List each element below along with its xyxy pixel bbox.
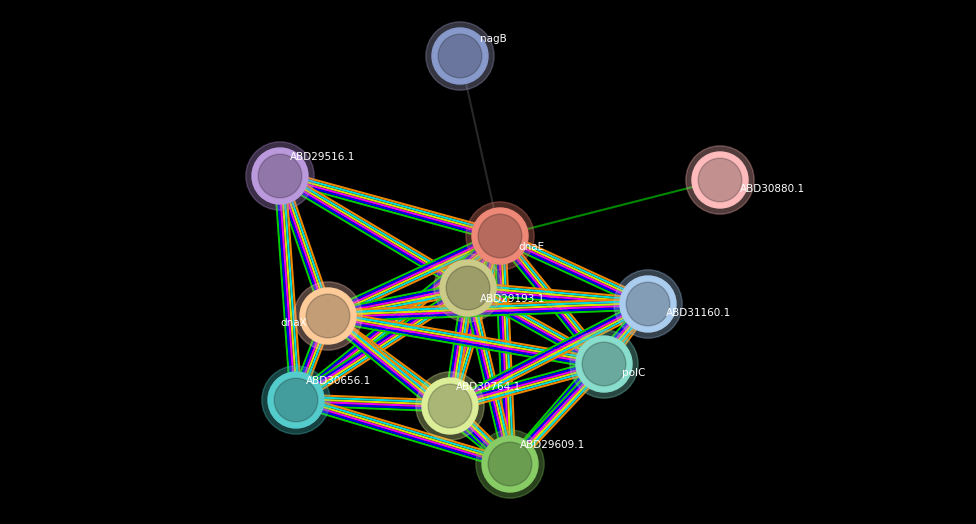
Circle shape bbox=[259, 154, 302, 198]
Circle shape bbox=[692, 152, 748, 208]
Circle shape bbox=[466, 202, 534, 270]
Text: ABD30764.1: ABD30764.1 bbox=[456, 382, 521, 392]
Text: ABD30656.1: ABD30656.1 bbox=[306, 376, 371, 386]
Circle shape bbox=[300, 288, 356, 344]
Circle shape bbox=[482, 436, 538, 492]
Circle shape bbox=[698, 158, 742, 202]
Circle shape bbox=[472, 208, 528, 264]
Text: nagB: nagB bbox=[480, 34, 507, 44]
Circle shape bbox=[620, 276, 676, 332]
Circle shape bbox=[262, 366, 330, 434]
Circle shape bbox=[246, 142, 314, 210]
Circle shape bbox=[582, 342, 626, 386]
Circle shape bbox=[440, 260, 496, 316]
Text: ABD29193.1: ABD29193.1 bbox=[480, 294, 546, 304]
Text: ABD29516.1: ABD29516.1 bbox=[290, 152, 355, 162]
Text: ABD29609.1: ABD29609.1 bbox=[520, 440, 586, 450]
Text: dnaX: dnaX bbox=[280, 318, 306, 328]
Circle shape bbox=[627, 282, 670, 326]
Text: ABD31160.1: ABD31160.1 bbox=[666, 308, 731, 318]
Text: dnaE: dnaE bbox=[518, 242, 545, 252]
Circle shape bbox=[416, 372, 484, 440]
Circle shape bbox=[476, 430, 545, 498]
Circle shape bbox=[614, 270, 682, 338]
Circle shape bbox=[428, 384, 471, 428]
Circle shape bbox=[294, 282, 362, 350]
Circle shape bbox=[274, 378, 318, 422]
Circle shape bbox=[306, 294, 349, 338]
Circle shape bbox=[576, 336, 632, 392]
Circle shape bbox=[478, 214, 522, 258]
Circle shape bbox=[432, 28, 488, 84]
Text: polC: polC bbox=[622, 368, 645, 378]
Circle shape bbox=[446, 266, 490, 310]
Circle shape bbox=[570, 330, 638, 398]
Text: ABD30880.1: ABD30880.1 bbox=[740, 184, 805, 194]
Circle shape bbox=[422, 378, 478, 434]
Circle shape bbox=[252, 148, 308, 204]
Circle shape bbox=[268, 372, 324, 428]
Circle shape bbox=[434, 254, 503, 322]
Circle shape bbox=[438, 34, 482, 78]
Circle shape bbox=[686, 146, 754, 214]
Circle shape bbox=[426, 22, 494, 90]
Circle shape bbox=[488, 442, 532, 486]
